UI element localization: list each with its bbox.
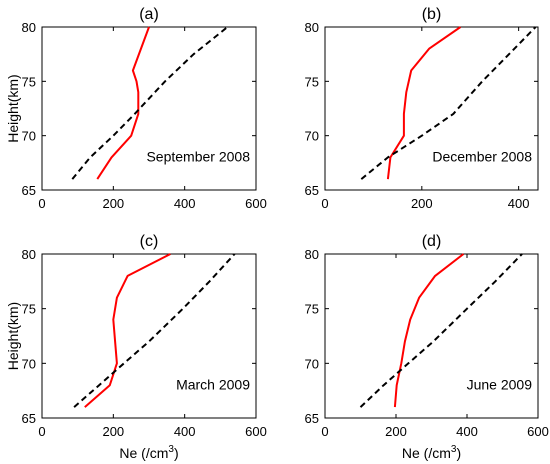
plot-area	[41, 253, 257, 419]
panel-0: 0 200 400 600 65 70 75 80 (a) Height(km) September…	[5, 6, 267, 211]
panel-title: (a)	[139, 6, 159, 23]
measured-profile-line	[393, 253, 465, 408]
y-tick-label: 70	[305, 129, 319, 144]
dashed-profile-line	[360, 26, 537, 180]
y-tick-label: 80	[22, 20, 36, 35]
x-tick-label: 0	[321, 424, 328, 439]
y-tick-label: 65	[305, 183, 319, 198]
x-tick-label: 0	[38, 424, 45, 439]
panel-annotation: March 2009	[176, 377, 250, 393]
x-tick-label: 0	[38, 196, 45, 211]
x-tick-label: 600	[527, 424, 549, 439]
x-tick-label: 400	[508, 196, 530, 211]
x-tick-label: 200	[102, 196, 124, 211]
dashed-profile-line	[73, 253, 236, 408]
x-axis-label: Ne (/cm3)	[402, 444, 461, 461]
measured-profile-line	[84, 253, 171, 408]
plot-area	[41, 26, 257, 191]
x-tick-label: 400	[174, 424, 196, 439]
panel-annotation: December 2008	[432, 149, 532, 165]
dashed-profile-line	[71, 26, 229, 180]
x-tick-label: 200	[102, 424, 124, 439]
y-tick-label: 70	[305, 356, 319, 371]
y-axis-label: Height(km)	[5, 74, 21, 142]
measured-profile-line	[96, 26, 150, 180]
y-tick-label: 75	[22, 302, 36, 317]
y-tick-label: 65	[305, 411, 319, 426]
y-tick-label: 65	[22, 183, 36, 198]
panel-title: (d)	[422, 233, 442, 250]
y-tick-label: 70	[22, 356, 36, 371]
y-tick-label: 80	[305, 20, 319, 35]
dashed-profile-line	[359, 253, 523, 408]
y-tick-label: 75	[22, 74, 36, 89]
y-tick-label: 80	[22, 247, 36, 262]
y-tick-label: 75	[305, 74, 319, 89]
y-tick-label: 80	[305, 247, 319, 262]
x-tick-label: 200	[411, 196, 433, 211]
y-tick-label: 70	[22, 129, 36, 144]
panel-annotation: September 2008	[146, 149, 250, 165]
x-tick-label: 600	[245, 424, 267, 439]
panel-2: 0 200 400 600 65 70 75 80 (c) Height(km) Ne (/cm3)…	[5, 233, 267, 461]
x-tick-label: 400	[174, 196, 196, 211]
x-tick-label: 400	[456, 424, 478, 439]
panel-3: 0 200 400 600 65 70 75 80 (d) Ne (/cm3) June 2009	[305, 233, 549, 461]
y-tick-label: 75	[305, 302, 319, 317]
y-tick-label: 65	[22, 411, 36, 426]
panel-annotation: June 2009	[467, 377, 533, 393]
plot-area	[324, 253, 539, 419]
plot-area	[324, 26, 539, 191]
y-axis-label: Height(km)	[5, 302, 21, 370]
panel-title: (c)	[140, 233, 159, 250]
x-tick-label: 600	[245, 196, 267, 211]
x-tick-label: 0	[321, 196, 328, 211]
x-axis-label: Ne (/cm3)	[119, 444, 178, 461]
x-tick-label: 200	[385, 424, 407, 439]
panel-title: (b)	[422, 6, 442, 23]
panel-1: 0 200 400 65 70 75 80 (b) December 2008	[305, 6, 539, 211]
